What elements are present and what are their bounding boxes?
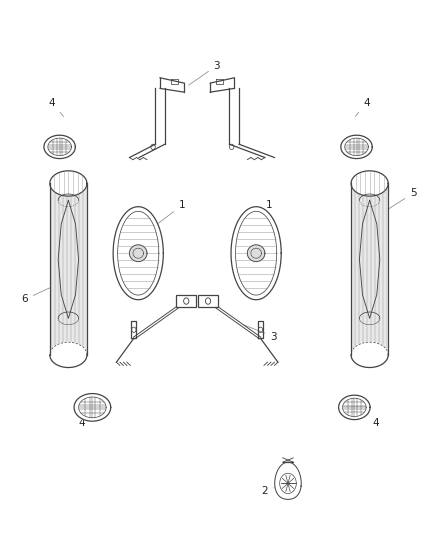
Bar [351, 183, 388, 355]
Polygon shape [44, 135, 75, 159]
Polygon shape [231, 207, 281, 300]
Polygon shape [50, 171, 87, 196]
Text: 4: 4 [78, 408, 90, 429]
Polygon shape [341, 135, 372, 159]
Text: 4: 4 [355, 98, 370, 117]
Text: 6: 6 [21, 288, 49, 304]
Text: 1: 1 [258, 200, 272, 229]
Text: 5: 5 [388, 188, 417, 209]
FancyBboxPatch shape [198, 295, 218, 307]
Polygon shape [351, 342, 388, 368]
Bar [50, 183, 87, 355]
Polygon shape [130, 245, 147, 262]
FancyBboxPatch shape [177, 295, 196, 307]
Polygon shape [74, 393, 111, 421]
Text: 4: 4 [49, 98, 64, 117]
Text: 1: 1 [149, 200, 185, 230]
Text: 3: 3 [243, 325, 277, 342]
Text: 4: 4 [365, 409, 378, 429]
Polygon shape [339, 395, 370, 419]
Polygon shape [275, 462, 301, 499]
Text: 2: 2 [261, 484, 284, 496]
Polygon shape [113, 207, 163, 300]
Text: 3: 3 [188, 61, 220, 85]
Polygon shape [247, 245, 265, 262]
Polygon shape [351, 171, 388, 196]
Polygon shape [50, 342, 87, 368]
